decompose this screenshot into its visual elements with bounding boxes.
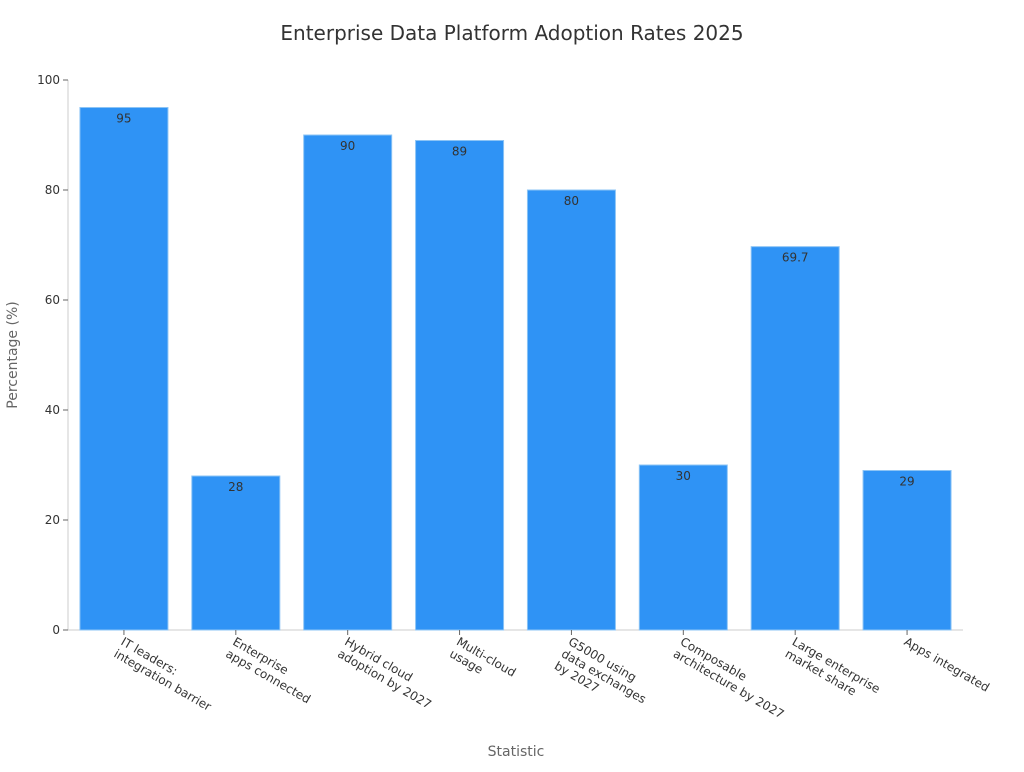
bar [303, 134, 393, 631]
x-tick-label-line: Apps integrated [902, 634, 992, 694]
y-tick-label: 20 [45, 513, 60, 527]
data-label: 80 [564, 194, 579, 208]
data-label: 95 [116, 112, 131, 126]
bar [638, 464, 728, 631]
bar [526, 189, 616, 631]
x-tick-label: Enterpriseapps connected [223, 634, 320, 706]
x-tick-label: Multi-cloudusage [447, 634, 518, 691]
bar [750, 246, 840, 631]
data-label: 69.7 [782, 251, 809, 265]
data-label: 29 [899, 475, 914, 489]
bar [79, 107, 169, 631]
data-label: 28 [228, 480, 243, 494]
x-tick-label: Large enterprisemarket share [783, 634, 883, 708]
x-tick-label: G5000 usingdata exchangesby 2027 [552, 634, 656, 718]
data-label: 89 [452, 145, 467, 159]
bar [191, 475, 281, 631]
x-tick-label: Composablearchitecture by 2027 [671, 634, 794, 721]
bar [415, 140, 505, 631]
chart-title: Enterprise Data Platform Adoption Rates … [280, 21, 743, 45]
bar [862, 470, 952, 631]
x-tick-label: IT leaders:integration barrier [111, 634, 220, 713]
data-label: 30 [676, 469, 691, 483]
data-label: 90 [340, 139, 355, 153]
y-tick-label: 80 [45, 183, 60, 197]
y-tick-label: 60 [45, 293, 60, 307]
y-tick-label: 100 [37, 73, 60, 87]
x-axis-label: Statistic [488, 744, 545, 760]
x-tick-label-line: architecture by 2027 [671, 647, 787, 722]
y-tick-label: 0 [52, 623, 60, 637]
x-tick-label: Hybrid cloudadoption by 2027 [335, 634, 441, 711]
x-tick-label: Apps integrated [902, 634, 992, 694]
y-tick-label: 40 [45, 403, 60, 417]
y-axis-label: Percentage (%) [5, 301, 21, 408]
